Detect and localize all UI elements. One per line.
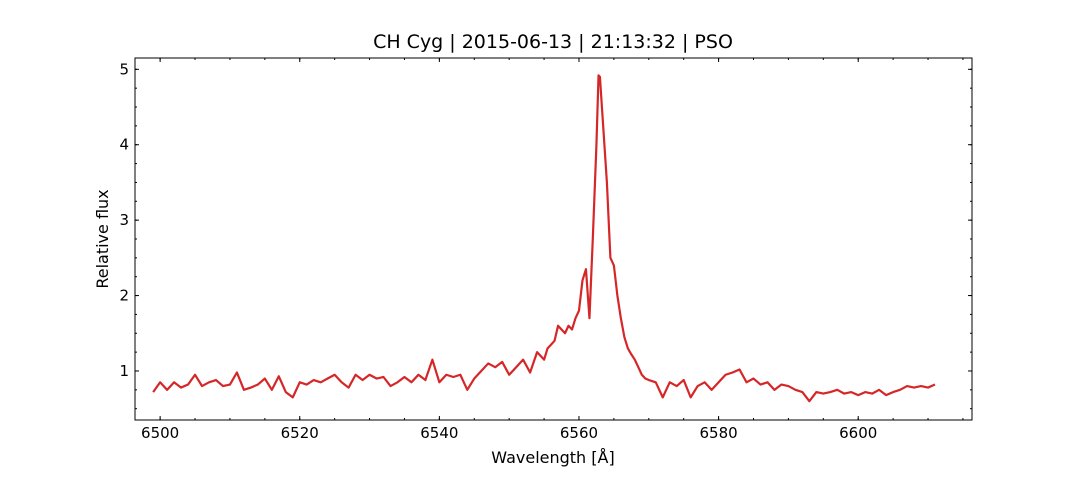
x-axis-label: Wavelength [Å] [491, 448, 614, 467]
chart-title: CH Cyg | 2015-06-13 | 21:13:32 | PSO [373, 31, 733, 53]
y-tick-label: 1 [119, 362, 129, 380]
x-tick-label: 6560 [560, 424, 598, 442]
x-tick-label: 6600 [839, 424, 877, 442]
x-tick-label: 6520 [281, 424, 319, 442]
y-tick-label: 4 [119, 136, 129, 154]
y-tick-label: 2 [119, 287, 129, 305]
y-axis-label: Relative flux [93, 189, 112, 288]
x-tick-label: 6500 [141, 424, 179, 442]
y-tick-label: 5 [119, 60, 129, 78]
plot-frame [134, 57, 973, 421]
spectrum-line [152, 74, 936, 403]
y-tick-label: 3 [119, 211, 129, 229]
x-tick-label: 6580 [700, 424, 738, 442]
x-tick-label: 6540 [420, 424, 458, 442]
